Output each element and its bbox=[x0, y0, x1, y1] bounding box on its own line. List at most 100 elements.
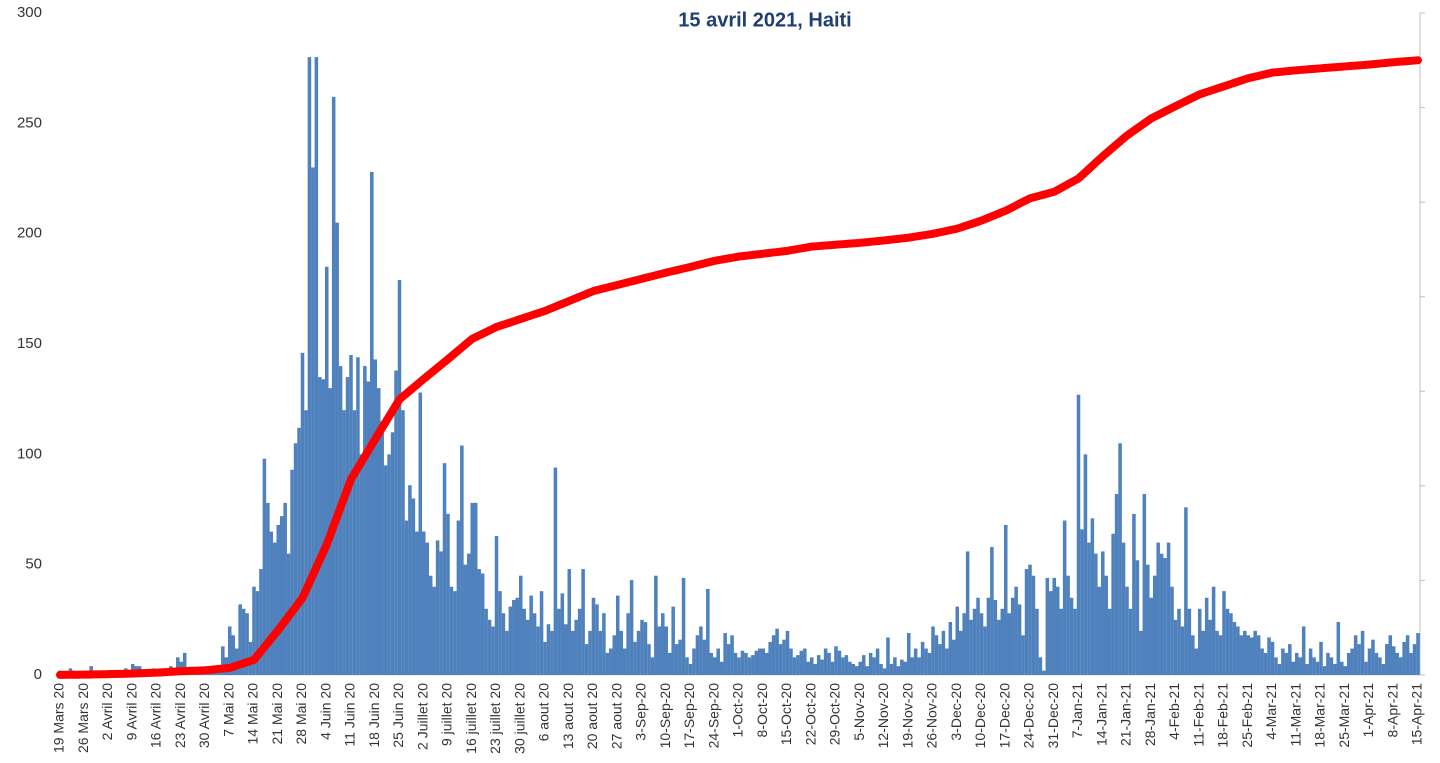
bar bbox=[688, 663, 693, 675]
bar bbox=[1180, 626, 1185, 675]
bar bbox=[976, 597, 980, 675]
bar bbox=[1159, 553, 1164, 675]
x-tick-label: 18-Mar-21 bbox=[1312, 683, 1328, 748]
bar bbox=[865, 666, 869, 675]
y-tick-label: 250 bbox=[17, 114, 42, 131]
bar bbox=[955, 606, 960, 675]
bar bbox=[397, 280, 402, 675]
x-tick-label: 15-Apr-21 bbox=[1409, 683, 1425, 745]
bar bbox=[1100, 551, 1105, 675]
bar bbox=[1163, 558, 1167, 675]
bar bbox=[418, 392, 423, 675]
x-tick-label: 9 Avril 20 bbox=[123, 683, 139, 741]
bar bbox=[1333, 663, 1337, 675]
bar bbox=[1197, 608, 1202, 675]
bar bbox=[1007, 613, 1011, 675]
x-tick-label: 30 juillet 20 bbox=[511, 683, 527, 754]
cumulative-line bbox=[56, 56, 1422, 679]
bar bbox=[1357, 644, 1361, 675]
bar bbox=[404, 520, 409, 675]
bar bbox=[931, 626, 935, 675]
bar bbox=[1114, 494, 1119, 675]
bar bbox=[602, 613, 606, 675]
bar bbox=[1229, 613, 1233, 675]
bar bbox=[882, 668, 887, 675]
x-tick-label: 4-Feb-21 bbox=[1166, 683, 1182, 740]
x-tick-label: 11 Juin 20 bbox=[342, 683, 358, 747]
bar bbox=[508, 606, 513, 675]
bar bbox=[376, 388, 381, 675]
bar bbox=[820, 659, 824, 675]
bar bbox=[550, 630, 554, 675]
bar bbox=[1014, 586, 1018, 675]
bar bbox=[1371, 639, 1375, 675]
bar bbox=[692, 648, 696, 675]
bar bbox=[678, 639, 682, 675]
bar bbox=[1326, 652, 1330, 675]
bar bbox=[706, 588, 710, 675]
bar bbox=[997, 619, 1001, 675]
bar bbox=[373, 359, 378, 675]
bar bbox=[390, 432, 395, 675]
bar bbox=[345, 377, 350, 675]
bar bbox=[1080, 529, 1084, 675]
bar bbox=[612, 635, 617, 675]
bar bbox=[737, 657, 741, 675]
bar bbox=[622, 648, 627, 675]
bar bbox=[674, 644, 679, 675]
bar bbox=[1073, 608, 1077, 675]
bar bbox=[359, 454, 364, 675]
bar bbox=[130, 663, 135, 675]
x-tick-label: 4-Mar-21 bbox=[1263, 683, 1279, 740]
x-tick-label: 23 juillet 20 bbox=[487, 683, 503, 754]
bar bbox=[501, 613, 506, 675]
bar bbox=[1263, 652, 1268, 675]
bar bbox=[1315, 661, 1320, 675]
bar bbox=[484, 608, 488, 675]
bar bbox=[1381, 663, 1386, 675]
bar bbox=[754, 650, 759, 675]
bar bbox=[983, 626, 987, 675]
bar bbox=[830, 661, 835, 675]
bar bbox=[1139, 630, 1143, 675]
bar bbox=[1246, 635, 1251, 675]
bar bbox=[584, 644, 589, 675]
x-tick-label: 29-Oct-20 bbox=[827, 683, 843, 745]
x-tick-label: 2 Juillet 20 bbox=[414, 683, 430, 750]
bar bbox=[809, 657, 814, 675]
bar bbox=[834, 646, 838, 675]
bar bbox=[789, 648, 793, 675]
bar bbox=[699, 626, 703, 675]
bar bbox=[1194, 648, 1199, 675]
bar bbox=[605, 652, 610, 675]
bar bbox=[1367, 648, 1372, 675]
bar bbox=[349, 355, 353, 675]
bar bbox=[1236, 626, 1240, 675]
bar bbox=[1035, 608, 1039, 675]
x-tick-label: 25-Feb-21 bbox=[1239, 683, 1255, 748]
bar bbox=[1222, 591, 1226, 675]
bar bbox=[990, 547, 994, 675]
y-tick-label: 200 bbox=[17, 225, 42, 242]
bar bbox=[761, 648, 766, 675]
bar bbox=[1059, 608, 1063, 675]
bar bbox=[647, 644, 651, 675]
bar bbox=[1111, 533, 1115, 675]
bar bbox=[453, 591, 457, 675]
bar bbox=[460, 445, 464, 675]
bar bbox=[886, 637, 890, 675]
bar bbox=[1149, 597, 1154, 675]
bar bbox=[262, 458, 267, 675]
bar bbox=[879, 663, 883, 675]
bar bbox=[934, 635, 939, 675]
bar bbox=[446, 513, 450, 675]
bar bbox=[848, 661, 852, 675]
bar bbox=[595, 604, 599, 675]
bar bbox=[498, 591, 502, 675]
bar bbox=[1340, 661, 1344, 675]
bar bbox=[380, 421, 384, 675]
bar bbox=[470, 502, 475, 675]
bar-series bbox=[58, 57, 1420, 675]
bar bbox=[858, 661, 863, 675]
x-tick-label: 31-Dec-20 bbox=[1045, 683, 1061, 749]
